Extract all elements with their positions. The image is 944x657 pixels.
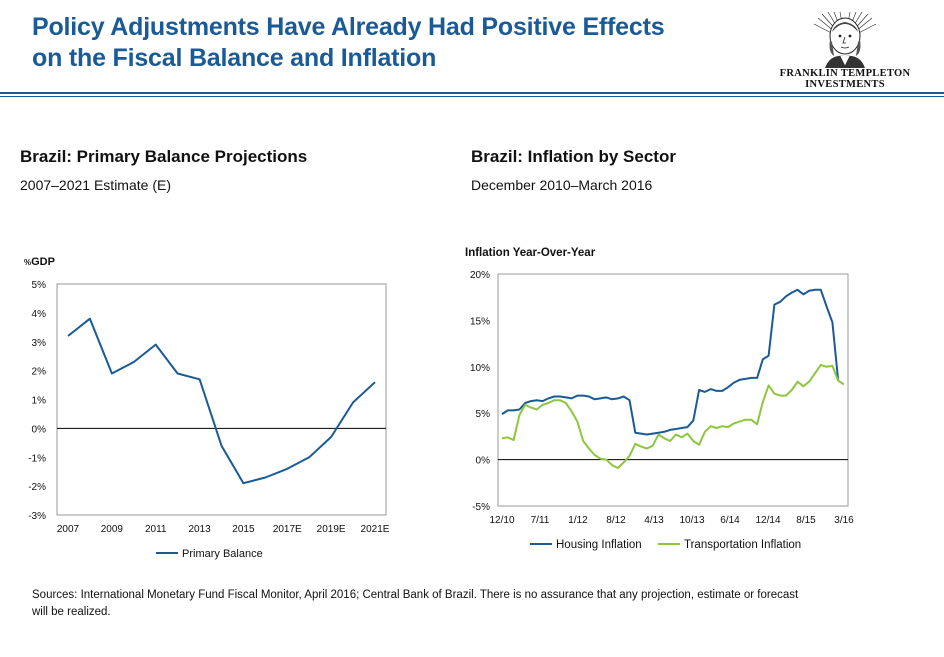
y-tick-label: -2% bbox=[28, 482, 46, 493]
legend-label-primary-balance: Primary Balance bbox=[182, 548, 263, 560]
x-tick-label: 2011 bbox=[145, 524, 167, 535]
logo-line-2: INVESTMENTS bbox=[805, 79, 885, 90]
y-tick-label: -5% bbox=[472, 502, 490, 513]
legend-label-housing-inflation: Housing Inflation bbox=[556, 539, 642, 551]
x-tick-label: 8/12 bbox=[606, 515, 626, 526]
x-tick-label: 2013 bbox=[188, 524, 211, 535]
header-divider-thick bbox=[0, 92, 944, 94]
x-tick-label: 2015 bbox=[232, 524, 255, 535]
y-tick-label: 3% bbox=[32, 338, 47, 349]
x-tick-label: 2007 bbox=[57, 524, 80, 535]
page-title-line-1: Policy Adjustments Have Already Had Posi… bbox=[32, 13, 665, 41]
x-tick-label: 3/16 bbox=[834, 515, 854, 526]
y-tick-label: 1% bbox=[32, 396, 47, 407]
y-tick-label: 0% bbox=[476, 456, 491, 467]
y-tick-label: 10% bbox=[470, 363, 490, 374]
logo-wordmark: FRANKLIN TEMPLETON INVESTMENTS bbox=[770, 68, 920, 90]
x-tick-label: 10/13 bbox=[679, 515, 704, 526]
logo-line-1: FRANKLIN TEMPLETON bbox=[779, 68, 911, 79]
y-tick-label: -1% bbox=[28, 453, 46, 464]
plot-frame bbox=[56, 283, 387, 516]
x-tick-label: 2019E bbox=[317, 524, 346, 535]
page-title: Policy Adjustments Have Already Had Posi… bbox=[32, 12, 772, 74]
y-tick-label: 5% bbox=[476, 409, 491, 420]
header-divider-thin bbox=[0, 96, 944, 97]
franklin-templeton-logo: FRANKLIN TEMPLETON INVESTMENTS bbox=[770, 11, 920, 90]
x-tick-label: 2017E bbox=[273, 524, 302, 535]
primary-balance-chart: %GDP 5% 4% 3% 2% 1% 0% -1% -2% -3% 2007 2009 2011 201… bbox=[24, 256, 390, 560]
y-tick-label: -3% bbox=[28, 511, 46, 522]
inflation-by-sector-chart: Inflation Year-Over-Year 20% 15% 10% 5% 0% -5%… bbox=[465, 247, 854, 551]
legend-label-transportation-inflation: Transportation Inflation bbox=[684, 539, 801, 551]
y-tick-label: 0% bbox=[32, 424, 47, 435]
y-tick-label: 5% bbox=[32, 280, 47, 291]
x-tick-label: 2021E bbox=[361, 524, 390, 535]
housing-inflation-line bbox=[501, 288, 840, 436]
x-tick-label: 12/10 bbox=[489, 515, 514, 526]
x-tick-label: 7/11 bbox=[531, 515, 550, 526]
y-axis-label: %GDP bbox=[24, 256, 55, 268]
y-axis-label: Inflation Year-Over-Year bbox=[465, 247, 596, 259]
x-tick-label: 1/12 bbox=[568, 515, 588, 526]
x-tick-label: 2009 bbox=[101, 524, 124, 535]
left-chart-subtitle: 2007–2021 Estimate (E) bbox=[20, 177, 171, 193]
page-title-line-2: on the Fiscal Balance and Inflation bbox=[32, 44, 437, 72]
x-tick-label: 12/14 bbox=[755, 515, 780, 526]
left-chart-title: Brazil: Primary Balance Projections bbox=[20, 147, 308, 166]
right-chart-subtitle: December 2010–March 2016 bbox=[471, 177, 653, 193]
x-tick-label: 4/13 bbox=[644, 515, 664, 526]
y-tick-label: 4% bbox=[32, 309, 47, 320]
primary-balance-line bbox=[67, 317, 376, 485]
benjamin-franklin-portrait-icon bbox=[813, 11, 877, 68]
x-tick-label: 6/14 bbox=[720, 515, 740, 526]
plot-frame bbox=[497, 273, 849, 507]
source-footnote: Sources: International Monetary Fund Fis… bbox=[32, 589, 799, 618]
transportation-inflation-line bbox=[501, 363, 845, 469]
y-tick-label: 20% bbox=[470, 270, 490, 281]
y-tick-label: 2% bbox=[32, 367, 47, 378]
right-chart-title: Brazil: Inflation by Sector bbox=[471, 147, 676, 166]
x-tick-label: 8/15 bbox=[796, 515, 816, 526]
y-tick-label: 15% bbox=[470, 316, 490, 327]
